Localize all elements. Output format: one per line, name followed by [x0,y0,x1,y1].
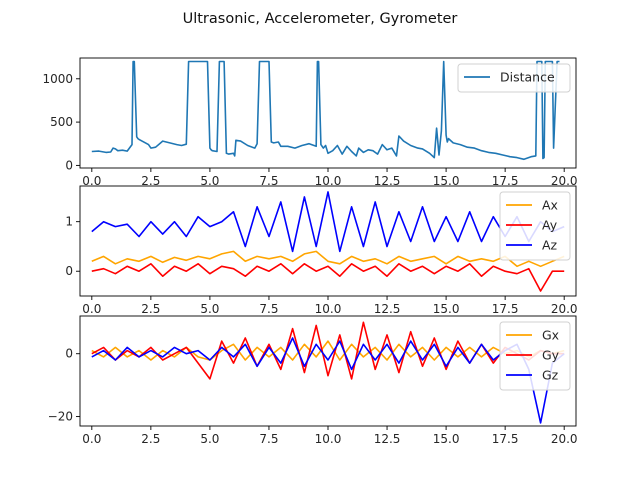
legend-label-gz: Gz [542,368,559,383]
x-tick-label: 20.0 [551,302,578,316]
series-line-gx [91,340,565,361]
x-tick-label: 5.0 [200,432,219,446]
y-tick-label: 0 [65,158,73,172]
x-tick-label: 17.5 [492,302,519,316]
legend: Gx Gy Gz [499,321,571,391]
figure-title: Ultrasonic, Accelerometer, Gyrometer [183,11,458,27]
x-tick-label: 5.0 [200,302,219,316]
series-line-ax [91,250,565,268]
legend-label-gx: Gx [542,328,559,343]
x-tick-label: 15.0 [433,432,460,446]
legend: Ax Ay Az [499,191,571,261]
x-tick-label: 5.0 [200,174,219,188]
x-tick-label: 10.0 [315,302,342,316]
legend-label-az: Az [542,238,558,253]
x-tick-label: 15.0 [433,174,460,188]
legend-box [499,321,571,391]
y-tick-label: 0 [65,347,73,361]
x-tick-label: 0.0 [82,302,101,316]
x-tick-label: 7.5 [259,174,278,188]
x-tick-label: 2.5 [141,302,160,316]
x-tick-label: 2.5 [141,174,160,188]
x-tick-label: 12.5 [374,302,401,316]
x-tick-label: 7.5 [259,302,278,316]
x-tick-label: 12.5 [374,432,401,446]
x-tick-label: 10.0 [315,432,342,446]
x-tick-label: 7.5 [259,432,278,446]
y-tick-label: 1 [65,215,73,229]
subplot-accelerometer: 0.0 2.5 5.0 7.5 10.0 12.5 15.0 17.5 20.0 0 1 Ax Ay Az [65,185,578,316]
x-tick-label: 20.0 [551,174,578,188]
x-tick-label: 20.0 [551,432,578,446]
plot-area [91,191,565,292]
x-tick-label: 12.5 [374,174,401,188]
x-tick-label: 17.5 [492,174,519,188]
x-tick-label: 0.0 [82,432,101,446]
x-tick-label: 15.0 [433,302,460,316]
y-tick-label: 500 [50,115,73,129]
legend-box [457,63,571,93]
x-tick-label: 10.0 [315,174,342,188]
subplot-distance: 0.0 2.5 5.0 7.5 10.0 12.5 15.0 17.5 20.0 0 500 1000… [42,57,578,188]
x-tick-label: 2.5 [141,432,160,446]
series-line-ay [91,262,565,292]
y-tick-label: 0 [65,264,73,278]
legend-label-gy: Gy [542,348,560,363]
plot-area [91,60,560,161]
subplot-gyrometer: 0.0 2.5 5.0 7.5 10.0 12.5 15.0 17.5 20.0 −20 0 Gx Gy… [48,315,578,446]
series-line-distance [91,60,560,161]
legend-label-ay: Ay [542,218,558,233]
x-tick-label: 17.5 [492,432,519,446]
legend-box [499,191,571,261]
legend: Distance [457,63,571,93]
y-tick-label: 1000 [42,72,73,86]
plot-area [91,321,565,424]
y-tick-label: −20 [48,410,73,424]
legend-label-ax: Ax [542,198,558,213]
series-line-gz [91,337,565,424]
series-line-az [91,191,565,253]
legend-label-distance: Distance [500,70,555,85]
x-tick-label: 0.0 [82,174,101,188]
